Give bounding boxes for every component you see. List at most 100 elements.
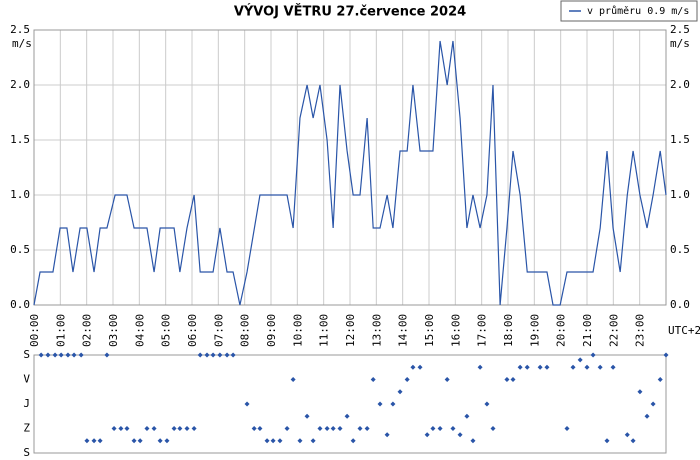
x-tick-label: 15:00 xyxy=(423,314,436,347)
point xyxy=(344,413,350,419)
point xyxy=(524,364,530,370)
point xyxy=(224,352,230,358)
point xyxy=(570,364,576,370)
point xyxy=(284,426,290,431)
point xyxy=(184,426,190,431)
x-tick-label: 05:00 xyxy=(160,314,173,347)
point xyxy=(304,413,310,419)
point xyxy=(297,438,303,444)
point xyxy=(564,426,570,431)
point xyxy=(484,401,490,407)
point xyxy=(517,364,523,370)
point xyxy=(38,352,44,358)
point xyxy=(650,401,656,407)
point xyxy=(450,426,456,431)
y-tick-label: 1.0 xyxy=(10,188,30,201)
y-tick-label: S xyxy=(23,348,30,361)
plot-area xyxy=(33,354,667,454)
point xyxy=(210,352,216,358)
y-tick-label-right: 0.5 xyxy=(670,243,690,256)
y-axis-label: m/s xyxy=(12,37,32,50)
x-tick-label: 17:00 xyxy=(476,314,489,347)
point xyxy=(663,352,669,358)
y-tick-label: 2.0 xyxy=(10,78,30,91)
point xyxy=(84,438,90,444)
y-tick-label: Z xyxy=(23,422,30,435)
point xyxy=(410,364,416,370)
point xyxy=(144,426,150,431)
point xyxy=(544,364,550,370)
point xyxy=(310,438,316,444)
x-tick-label: 03:00 xyxy=(107,314,120,347)
point xyxy=(71,352,77,358)
y-tick-label: 0.0 xyxy=(10,298,30,311)
x-tick-label: 00:00 xyxy=(28,314,41,347)
point xyxy=(417,364,423,370)
point xyxy=(270,438,276,444)
x-tick-label: 06:00 xyxy=(186,314,199,347)
y-tick-label: J xyxy=(23,397,30,410)
point xyxy=(177,426,183,431)
point xyxy=(397,389,403,395)
point xyxy=(644,413,650,419)
x-tick-label: 14:00 xyxy=(397,314,410,347)
y-tick-label: S xyxy=(23,446,30,459)
plot-frame xyxy=(33,354,667,454)
point xyxy=(244,401,250,407)
point xyxy=(324,426,330,431)
legend-label: v průměru 0.9 m/s xyxy=(587,5,689,17)
x-axis-label: UTC+2 xyxy=(668,324,700,337)
x-tick-label: 16:00 xyxy=(449,314,462,347)
point xyxy=(444,377,450,382)
point xyxy=(111,426,117,431)
point xyxy=(91,438,97,444)
y-tick-label-right: 1.5 xyxy=(670,133,690,146)
point xyxy=(164,438,170,444)
point xyxy=(97,438,103,444)
point xyxy=(337,426,343,431)
point xyxy=(584,364,590,370)
x-tick-label: 13:00 xyxy=(370,314,383,347)
y-tick-label: 1.5 xyxy=(10,133,30,146)
point xyxy=(118,426,124,431)
plot-frame xyxy=(33,29,667,306)
point xyxy=(424,432,430,438)
y-axis-label-right: m/s xyxy=(670,37,690,50)
line xyxy=(33,40,667,306)
y-tick-label-right: 1.0 xyxy=(670,188,690,201)
point xyxy=(290,377,296,382)
legend-box xyxy=(560,0,698,22)
point xyxy=(437,426,443,431)
point xyxy=(350,438,356,444)
point xyxy=(230,352,236,358)
point xyxy=(151,426,157,431)
point xyxy=(104,352,110,358)
x-tick-label: 22:00 xyxy=(607,314,620,347)
x-tick-label: 12:00 xyxy=(344,314,357,347)
point xyxy=(364,426,370,431)
y-tick-label: 2.5 xyxy=(10,23,30,36)
x-tick-label: 20:00 xyxy=(555,314,568,347)
point xyxy=(637,389,643,395)
x-tick-label: 07:00 xyxy=(212,314,225,347)
x-tick-label: 18:00 xyxy=(502,314,515,347)
point xyxy=(404,377,410,382)
point xyxy=(157,438,163,444)
y-tick-label-right: 0.0 xyxy=(670,298,690,311)
point xyxy=(131,438,137,444)
point xyxy=(430,426,436,431)
point xyxy=(257,426,263,431)
point xyxy=(58,352,64,358)
chart-title: VÝVOJ VĚTRU 27.července 2024 xyxy=(234,4,466,20)
y-tick-label: V xyxy=(23,373,30,386)
x-tick-label: 04:00 xyxy=(133,314,146,347)
x-tick-label: 08:00 xyxy=(239,314,252,347)
point xyxy=(504,377,510,382)
point xyxy=(78,352,84,358)
point xyxy=(537,364,543,370)
point xyxy=(317,426,323,431)
point xyxy=(604,438,610,444)
point xyxy=(577,357,583,363)
point xyxy=(370,377,376,382)
